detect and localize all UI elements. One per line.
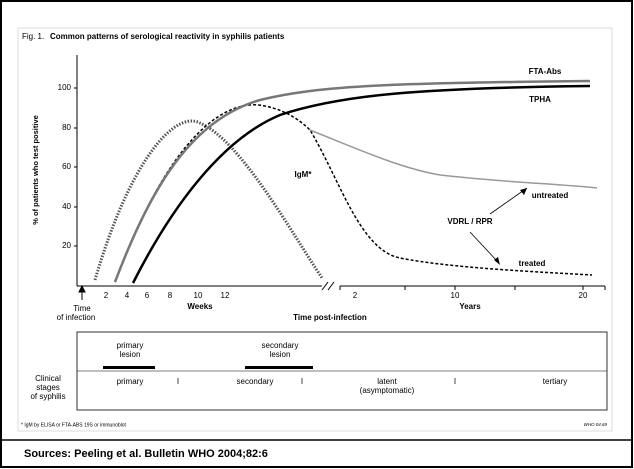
- figure-box: [17, 27, 613, 432]
- x-tick-label: 2: [104, 291, 109, 300]
- curve-label: FTA-Abs: [529, 67, 562, 76]
- y-label: % of patients who test positive: [31, 115, 40, 225]
- source: Sources: Peeling et al. Bulletin WHO 200…: [24, 448, 268, 460]
- lesion: secondary: [262, 341, 299, 350]
- y-tick-label: 100: [58, 83, 72, 92]
- y-tick-label: 40: [62, 202, 71, 211]
- x-tick-label: 20: [579, 291, 588, 300]
- stage-sep: I: [301, 377, 303, 386]
- code: WHO 04.69: [583, 422, 607, 427]
- weeks-label: Weeks: [187, 302, 213, 311]
- stage: primary: [117, 377, 144, 386]
- lesion-bar: [245, 366, 313, 369]
- x-label: Time post-infection: [293, 313, 367, 322]
- x-tick-label: 10: [451, 291, 460, 300]
- lesion: lesion: [270, 350, 291, 359]
- x-tick-label: 10: [194, 291, 203, 300]
- stage: latent: [377, 377, 397, 386]
- origin-label: of infection: [57, 313, 96, 322]
- x-tick-label: 8: [168, 291, 173, 300]
- x-tick-label: 4: [125, 291, 130, 300]
- curve-label: VDRL / RPR: [447, 217, 492, 226]
- title-prefix: Fig. 1.: [22, 32, 44, 41]
- stages-title: stages: [36, 383, 60, 392]
- x-tick-label: 12: [221, 291, 230, 300]
- stage-sep: I: [454, 377, 456, 386]
- stage: secondary: [237, 377, 274, 386]
- curve-label: TPHA: [529, 95, 551, 104]
- lesion: lesion: [120, 350, 141, 359]
- y-tick-label: 80: [62, 123, 71, 132]
- stage-sep: I: [177, 377, 179, 386]
- stage: tertiary: [543, 377, 567, 386]
- stages-title: Clinical: [35, 374, 61, 383]
- y-tick-label: 60: [62, 162, 71, 171]
- y-tick-label: 20: [62, 241, 71, 250]
- footnote: * IgM by ELISA or FTA-ABS 19S or immunob…: [21, 422, 127, 428]
- stage: (asymptomatic): [360, 386, 415, 395]
- axes: [76, 55, 605, 300]
- curves: [93, 79, 598, 284]
- curve-label: treated: [519, 259, 546, 268]
- x-tick-label: 2: [353, 291, 358, 300]
- curve-label: IgM*: [295, 170, 313, 179]
- lesion: primary: [117, 341, 144, 350]
- years-label: Years: [459, 302, 481, 311]
- origin-label: Time: [73, 304, 91, 313]
- x-tick-label: 6: [145, 291, 150, 300]
- title: Common patterns of serological reactivit…: [50, 32, 285, 41]
- lesion-bar: [103, 366, 155, 369]
- curve-label: untreated: [532, 191, 569, 200]
- stages-title: of syphilis: [30, 392, 65, 401]
